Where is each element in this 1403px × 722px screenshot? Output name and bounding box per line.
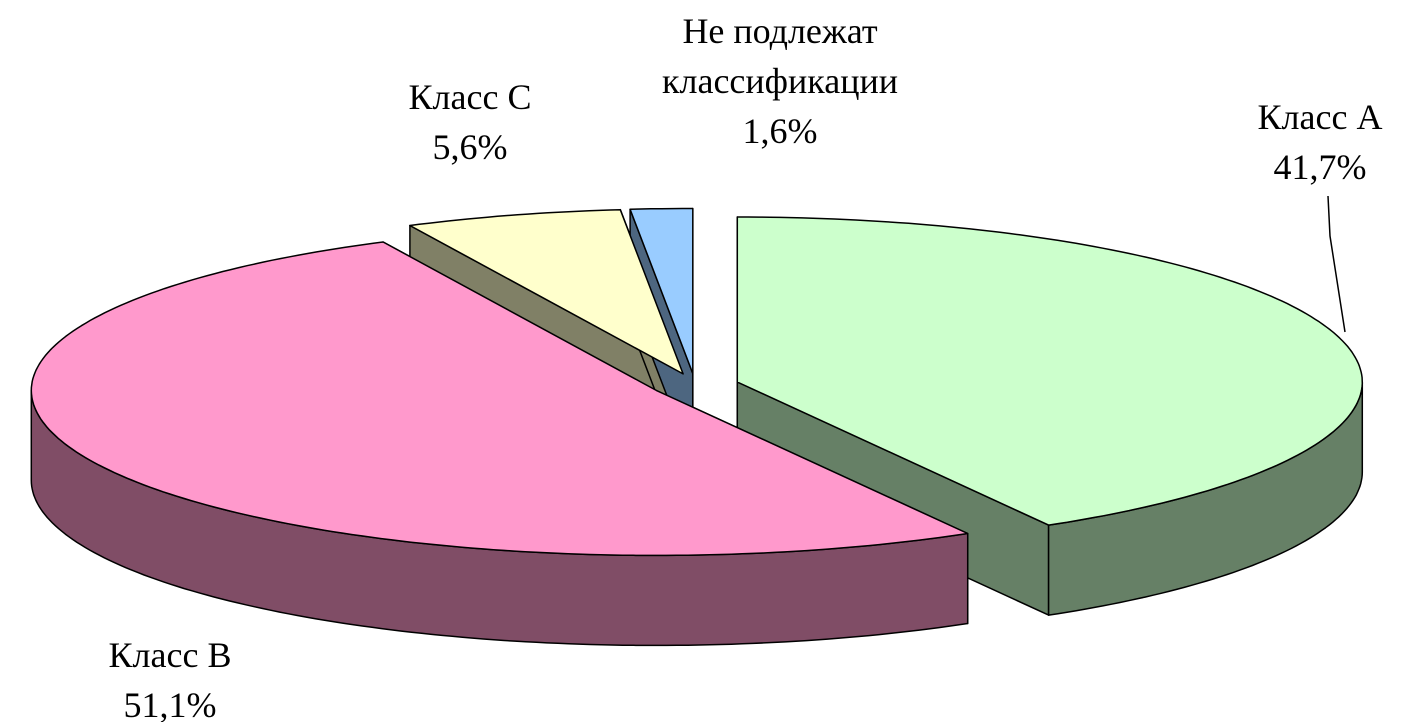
data-label: Класс B 51,1% <box>109 630 232 722</box>
data-label: Не подлежат классификации 1,6% <box>630 6 930 156</box>
label-category: Класс B <box>108 635 232 675</box>
slice <box>30 241 969 557</box>
slice-tops <box>30 207 1364 557</box>
label-value: 5,6% <box>432 127 508 167</box>
data-label: Класс C 5,6% <box>409 72 532 172</box>
label-value: 1,6% <box>742 111 818 151</box>
slice <box>409 208 684 375</box>
leader-line <box>1327 195 1346 333</box>
slice <box>629 207 694 375</box>
label-category: Класс C <box>408 77 532 117</box>
label-value: 51,1% <box>123 685 217 722</box>
slice <box>736 216 1364 526</box>
label-category: Класс A <box>1257 97 1383 137</box>
label-category: Не подлежат классификации <box>662 11 898 101</box>
label-value: 41,7% <box>1273 147 1367 187</box>
data-label: Класс A 41,7% <box>1258 92 1383 192</box>
